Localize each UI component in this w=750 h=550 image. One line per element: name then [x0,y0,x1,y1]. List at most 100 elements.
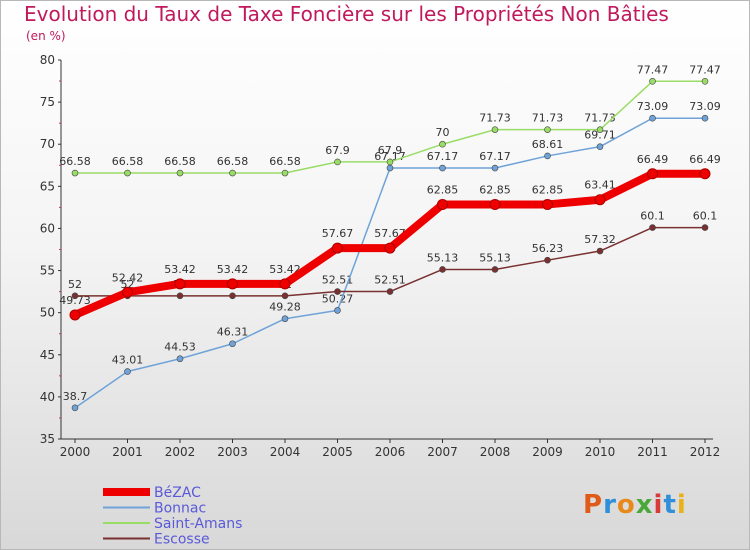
data-label-saint-amans: 77.47 [689,63,721,76]
proxiti-logo: Proxiti [583,490,687,520]
data-point-escosse [701,224,709,231]
data-point-escosse [229,292,236,300]
data-point-bonnac [701,114,709,122]
data-point-b-zac [699,168,711,180]
data-point-b-zac [542,198,553,210]
data-point-escosse [71,292,79,300]
data-label-saint-amans: 66.58 [164,155,196,168]
data-point-escosse [649,224,656,231]
x-tick-label: 2001 [112,445,143,459]
data-point-b-zac [122,286,133,298]
data-point-bonnac [176,355,184,363]
data-point-bonnac [544,152,551,160]
data-point-escosse [281,292,289,300]
data-point-b-zac [384,242,396,254]
y-tick-label: 70 [40,137,55,151]
data-label-saint-amans: 71.73 [479,112,511,125]
data-label-bonnac: 69.71 [584,129,616,142]
legend-label-bonnac: Bonnac [154,501,206,517]
x-tick-label: 2010 [585,445,616,459]
data-point-bonnac [334,307,341,314]
x-tick-label: 2011 [637,445,668,459]
data-label-saint-amans: 67.9 [325,144,350,157]
data-point-bonnac [596,143,604,150]
data-point-escosse [596,247,604,255]
data-point-saint-amans [544,126,551,133]
x-tick-label: 2006 [375,445,406,459]
data-label-saint-amans: 66.58 [112,155,144,168]
data-point-bonnac [491,164,499,172]
x-tick-label: 2000 [60,445,91,459]
data-label-bonnac: 44.53 [164,341,196,354]
data-label-bonnac: 67.17 [427,150,459,163]
data-label-saint-amans: 70 [436,126,450,139]
legend-label-b-zac: BéZAC [154,485,201,501]
data-label-bonnac: 68.61 [532,138,564,151]
data-point-escosse [439,266,446,273]
data-labels: 66.58 66.58 66.58 66.58 66.58 67.9 67.9 70 71.73… [59,63,721,403]
y-tick-label: 45 [40,348,55,362]
data-point-saint-amans [281,169,289,177]
data-label-b-zac: 66.49 [637,153,669,166]
x-tick-label: 2005 [322,445,353,459]
data-label-saint-amans: 71.73 [532,112,564,125]
data-point-bonnac [649,114,656,122]
data-label-bonnac: 50.27 [322,292,354,305]
data-point-saint-amans [491,126,499,133]
data-label-b-zac: 62.85 [532,183,564,196]
data-point-saint-amans [229,169,236,177]
data-point-bonnac [71,404,79,412]
data-point-b-zac [69,309,81,321]
data-label-escosse: 52 [68,278,82,291]
data-label-escosse: 56.23 [532,242,564,255]
data-label-bonnac: 46.31 [217,326,249,339]
data-label-b-zac: 49.73 [59,294,91,307]
data-point-saint-amans [124,169,131,177]
data-point-escosse [386,288,394,295]
data-point-bonnac [439,164,446,172]
y-tick-label: 65 [40,179,55,193]
x-tick-label: 2008 [480,445,511,459]
data-point-b-zac [174,278,186,290]
data-label-b-zac: 62.85 [427,183,459,196]
data-point-saint-amans [176,169,184,177]
data-label-b-zac: 63.41 [584,179,616,192]
data-point-saint-amans [439,140,446,148]
data-label-bonnac: 67.17 [479,150,511,163]
data-label-b-zac: 66.49 [689,153,721,166]
data-label-bonnac: 49.28 [269,301,301,314]
data-label-saint-amans: 66.58 [59,155,91,168]
data-point-b-zac [227,278,238,290]
data-point-bonnac [124,368,131,375]
data-point-escosse [491,266,499,273]
data-label-bonnac: 73.09 [689,100,721,113]
data-label-b-zac: 52.42 [112,271,144,284]
x-tick-label: 2003 [217,445,248,459]
data-label-b-zac: 53.42 [164,263,196,276]
y-tick-label: 55 [40,264,55,278]
data-point-saint-amans [701,78,709,85]
y-tick-label: 40 [40,390,55,404]
y-tick-label: 60 [40,221,55,235]
y-tick-label: 75 [40,95,55,109]
x-tick-label: 2012 [690,445,721,459]
data-label-saint-amans: 66.58 [217,155,249,168]
legend-label-escosse: Escosse [154,532,210,548]
data-point-escosse [334,288,341,295]
y-tick-label: 80 [40,53,55,67]
data-point-bonnac [386,164,394,172]
data-point-b-zac [437,198,448,210]
legend-label-saint-amans: Saint-Amans [154,516,242,532]
series-lines [69,78,711,412]
data-label-escosse: 52.51 [374,274,406,287]
data-label-escosse: 52.51 [322,274,354,287]
axes: 35 40 45 50 55 60 65 70 75 80 2000 2001 2002 2003 2004… [40,53,721,459]
data-label-escosse: 55.13 [427,251,459,264]
y-tick-label: 50 [40,306,55,320]
x-tick-label: 2009 [532,445,563,459]
data-label-escosse: 55.13 [479,251,511,264]
data-label-bonnac: 73.09 [637,100,669,113]
data-label-bonnac: 43.01 [112,354,144,367]
